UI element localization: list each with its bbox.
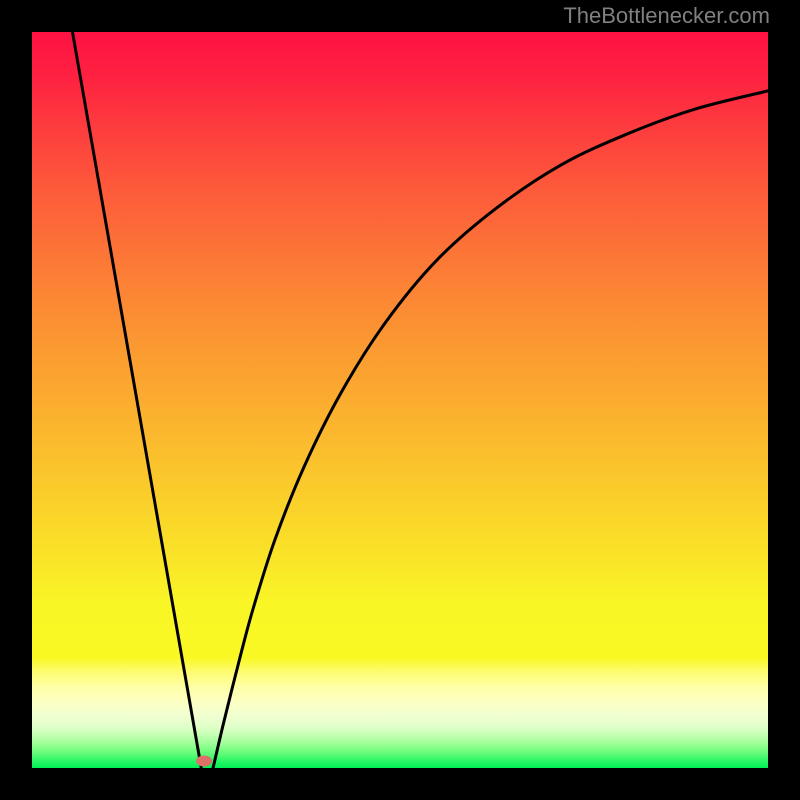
optimal-point-marker xyxy=(196,756,212,767)
watermark-text: TheBottlenecker.com xyxy=(563,3,770,29)
bottleneck-curve-svg xyxy=(32,32,768,768)
curve-left-branch xyxy=(72,32,201,768)
curve-right-branch xyxy=(213,91,768,768)
chart-frame: TheBottlenecker.com xyxy=(0,0,800,800)
plot-area xyxy=(32,32,768,768)
